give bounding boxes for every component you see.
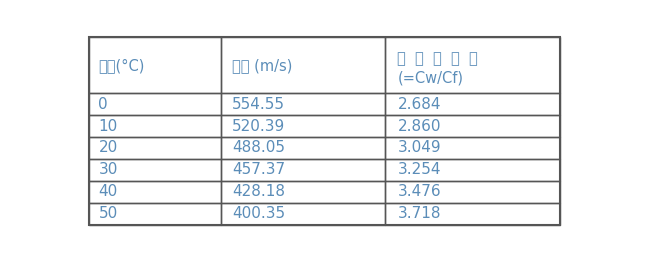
Text: 3.718: 3.718 (398, 206, 441, 221)
Text: 40: 40 (99, 184, 118, 199)
Text: 10: 10 (99, 119, 118, 134)
Text: 3.049: 3.049 (398, 140, 441, 155)
Bar (385, 159, 560, 181)
Text: 3.254: 3.254 (398, 162, 441, 177)
Text: 0: 0 (99, 97, 108, 112)
Bar (385, 93, 560, 115)
Bar (385, 115, 560, 137)
Text: 554.55: 554.55 (232, 97, 285, 112)
Text: 30: 30 (99, 162, 118, 177)
Text: 상  대  굴  절  률: 상 대 굴 절 률 (398, 51, 478, 66)
Bar (385, 203, 560, 225)
Bar (89, 181, 221, 203)
Text: 음속 (m/s): 음속 (m/s) (232, 58, 293, 73)
Bar (221, 115, 385, 137)
Text: 온도(°C): 온도(°C) (99, 58, 145, 73)
Bar (89, 137, 221, 159)
Text: (=Cw/Cf): (=Cw/Cf) (398, 70, 464, 85)
Text: 20: 20 (99, 140, 118, 155)
Text: 488.05: 488.05 (232, 140, 285, 155)
Text: 428.18: 428.18 (232, 184, 285, 199)
Text: 400.35: 400.35 (232, 206, 285, 221)
Text: 3.476: 3.476 (398, 184, 441, 199)
Bar (221, 159, 385, 181)
Text: 2.860: 2.860 (398, 119, 441, 134)
Bar (89, 93, 221, 115)
Text: 520.39: 520.39 (232, 119, 285, 134)
Bar (89, 203, 221, 225)
Bar (385, 137, 560, 159)
Bar (221, 37, 385, 93)
Bar (89, 37, 221, 93)
Text: 457.37: 457.37 (232, 162, 285, 177)
Text: 2.684: 2.684 (398, 97, 441, 112)
Bar (385, 181, 560, 203)
Bar (89, 115, 221, 137)
Bar (221, 181, 385, 203)
Bar (221, 203, 385, 225)
Text: 50: 50 (99, 206, 118, 221)
Bar (221, 93, 385, 115)
Bar (221, 137, 385, 159)
Bar (385, 37, 560, 93)
Bar (89, 159, 221, 181)
